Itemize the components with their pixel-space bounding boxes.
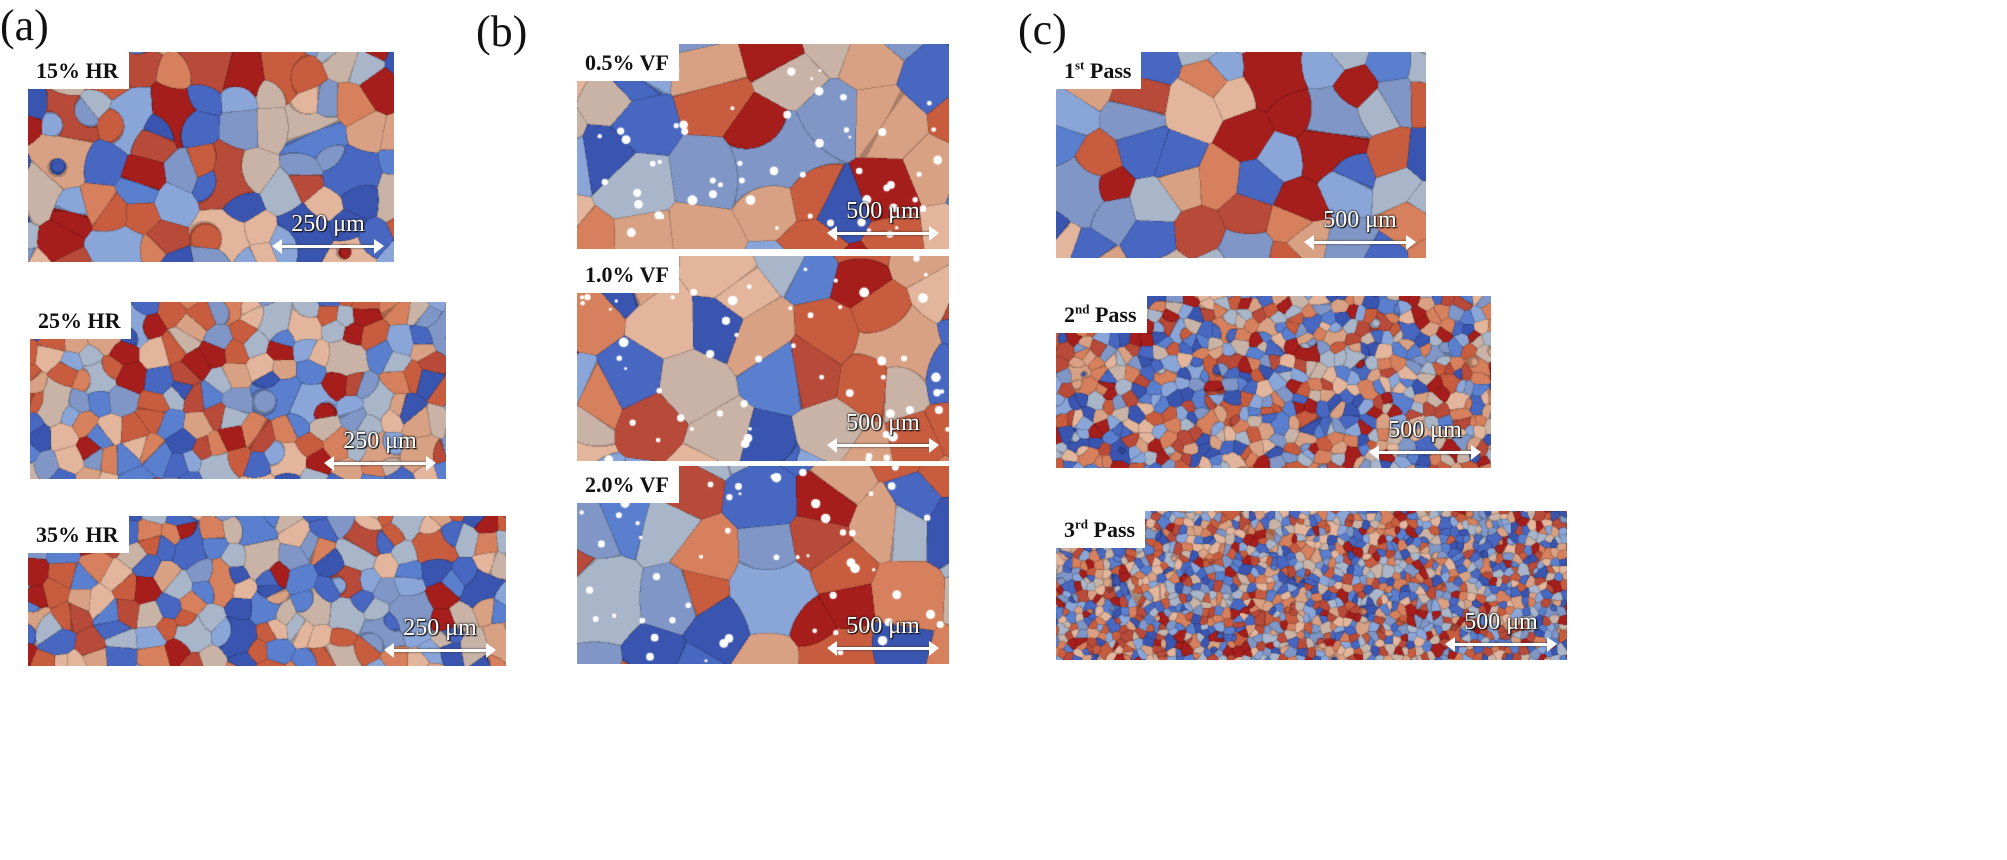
scale-bar-line: [827, 641, 939, 656]
scale-bar-label: 500 μm: [1388, 417, 1462, 443]
condition-label-text: 3: [1064, 517, 1075, 542]
scale-bar: 250 μm: [272, 211, 384, 256]
scale-bar: 250 μm: [324, 428, 436, 473]
condition-label-suffix: Pass: [1089, 302, 1137, 327]
panel-label-a: (a): [0, 1, 49, 50]
scale-bar-label: 250 μm: [343, 428, 417, 454]
condition-label: 1.0% VF: [577, 256, 679, 293]
condition-label-ordinal: nd: [1075, 301, 1090, 317]
condition-label-suffix: Pass: [1084, 58, 1132, 83]
panel-label-b: (b): [476, 7, 528, 56]
micrograph-c3: 3rd Pass 500 μm: [1056, 511, 1567, 660]
micrograph-a1: 15% HR 250 μm: [28, 52, 394, 262]
scale-bar-line: [384, 643, 496, 658]
scale-bar-line: [1369, 445, 1481, 460]
condition-label-text: 1: [1064, 58, 1075, 83]
condition-label-text: 25% HR: [38, 308, 121, 333]
scale-bar-label: 500 μm: [846, 410, 920, 436]
scale-bar-line: [1445, 637, 1557, 652]
condition-label: 2nd Pass: [1056, 296, 1147, 333]
condition-label: 35% HR: [28, 516, 129, 553]
micrograph-b2: 1.0% VF 500 μm: [577, 256, 949, 461]
scale-bar: 500 μm: [827, 410, 939, 455]
micrograph-b3: 2.0% VF 500 μm: [577, 466, 949, 664]
condition-label-ordinal: rd: [1075, 516, 1088, 532]
panel-label-c: (c): [1018, 5, 1067, 54]
scale-bar-line: [272, 239, 384, 254]
condition-label-text: 35% HR: [36, 522, 119, 547]
scale-bar-line: [827, 226, 939, 241]
scale-bar-line: [827, 438, 939, 453]
condition-label: 0.5% VF: [577, 44, 679, 81]
micrograph-c2: 2nd Pass 500 μm: [1056, 296, 1491, 468]
micrograph-c1: 1st Pass 500 μm: [1056, 52, 1426, 258]
scale-bar-label: 500 μm: [1464, 609, 1538, 635]
scale-bar-line: [324, 456, 436, 471]
micrograph-a2: 25% HR 250 μm: [30, 302, 446, 479]
scale-bar-label: 500 μm: [846, 198, 920, 224]
condition-label-text: 15% HR: [36, 58, 119, 83]
scale-bar: 500 μm: [827, 198, 939, 243]
micrograph-a3: 35% HR 250 μm: [28, 516, 506, 666]
scale-bar-label: 250 μm: [291, 211, 365, 237]
condition-label: 3rd Pass: [1056, 511, 1146, 548]
condition-label: 1st Pass: [1056, 52, 1142, 89]
condition-label-suffix: Pass: [1088, 517, 1136, 542]
scale-bar: 500 μm: [1369, 417, 1481, 462]
condition-label: 25% HR: [30, 302, 131, 339]
micrograph-b1: 0.5% VF 500 μm: [577, 44, 949, 249]
scale-bar-label: 500 μm: [1323, 207, 1397, 233]
condition-label-ordinal: st: [1075, 57, 1085, 73]
scale-bar: 500 μm: [827, 613, 939, 658]
condition-label-text: 2: [1064, 302, 1075, 327]
scale-bar-label: 250 μm: [403, 615, 477, 641]
condition-label: 2.0% VF: [577, 466, 679, 503]
condition-label-text: 0.5% VF: [585, 50, 669, 75]
condition-label-text: 2.0% VF: [585, 472, 669, 497]
scale-bar-label: 500 μm: [846, 613, 920, 639]
condition-label-text: 1.0% VF: [585, 262, 669, 287]
scale-bar-line: [1304, 235, 1416, 250]
scale-bar: 500 μm: [1445, 609, 1557, 654]
condition-label: 15% HR: [28, 52, 129, 89]
scale-bar: 500 μm: [1304, 207, 1416, 252]
scale-bar: 250 μm: [384, 615, 496, 660]
